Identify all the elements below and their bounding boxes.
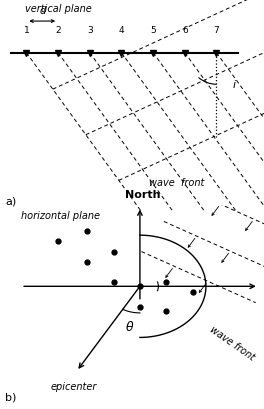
Text: d: d (39, 6, 45, 16)
Text: b): b) (5, 393, 17, 403)
Text: θ: θ (126, 321, 133, 334)
Text: horizontal plane: horizontal plane (21, 211, 100, 220)
Text: 5: 5 (150, 26, 156, 35)
Text: 6: 6 (182, 26, 188, 35)
Text: wave front: wave front (208, 324, 257, 363)
Text: North: North (125, 191, 160, 200)
Text: 3: 3 (87, 26, 93, 35)
Text: 4: 4 (119, 26, 124, 35)
Text: 1: 1 (23, 26, 29, 35)
Text: 7: 7 (214, 26, 219, 35)
Text: vertical plane: vertical plane (25, 4, 91, 14)
Text: epicenter: epicenter (51, 382, 97, 391)
Text: i: i (232, 80, 235, 90)
Text: wave  front: wave front (149, 178, 205, 188)
Text: a): a) (5, 196, 17, 207)
Text: 2: 2 (55, 26, 61, 35)
